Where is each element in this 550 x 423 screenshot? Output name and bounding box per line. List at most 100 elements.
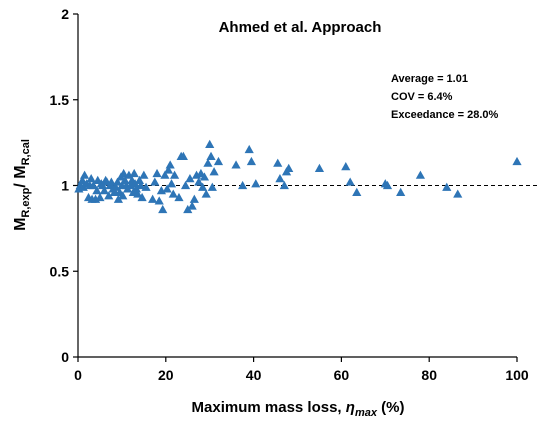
data-point (158, 204, 168, 214)
data-point (118, 191, 128, 200)
data-point (150, 177, 160, 186)
stat-cov: COV = 6.4% (391, 91, 453, 103)
data-point (119, 168, 129, 178)
data-point (152, 168, 162, 178)
data-point (209, 167, 219, 176)
data-point (178, 151, 188, 160)
data-point (284, 163, 294, 172)
data-point (396, 187, 406, 196)
y-axis-label-num-main: M (12, 218, 29, 231)
data-point (273, 158, 283, 167)
data-point (187, 201, 197, 210)
data-point (207, 182, 217, 191)
data-point (112, 177, 123, 186)
data-point (162, 184, 172, 193)
data-point (92, 186, 102, 195)
data-point (169, 170, 180, 179)
data-point (137, 192, 147, 202)
x-axis-label-symbol: η (346, 399, 355, 416)
data-point (442, 182, 452, 191)
data-point (213, 156, 224, 166)
x-tick-label: 0 (74, 367, 82, 383)
y-axis-label: MR,exp/ MR,cal (12, 139, 32, 231)
data-point (166, 179, 177, 188)
data-point (251, 179, 261, 188)
data-point (104, 191, 114, 200)
stat-average: Average = 1.01 (391, 73, 468, 85)
tick-labels: 00.511.520 20 40 60 80 100 (50, 6, 529, 383)
data-point (198, 182, 208, 191)
data-point (133, 189, 143, 198)
y-tick-label: 0.5 (50, 263, 70, 279)
data-point (246, 156, 257, 166)
data-point (86, 174, 96, 183)
data-point (244, 144, 254, 154)
data-point (512, 156, 522, 166)
data-point (203, 158, 213, 167)
data-point (165, 160, 175, 169)
data-point (95, 192, 105, 202)
data-point (79, 170, 90, 179)
data-point (345, 177, 355, 186)
data-point (231, 160, 241, 169)
data-point (106, 177, 116, 186)
data-point (205, 139, 215, 148)
y-tick-label: 1.5 (50, 92, 70, 108)
data-point (130, 179, 140, 188)
x-tick-label: 20 (158, 367, 174, 383)
data-point (163, 165, 174, 174)
data-point (77, 175, 87, 184)
data-point (136, 180, 146, 190)
data-point (314, 163, 325, 172)
y-tick-label: 2 (61, 6, 69, 22)
y-tick-label: 1 (61, 178, 69, 194)
y-axis-label-sep: / (12, 179, 29, 188)
data-points (74, 139, 522, 214)
x-axis-label-unit: (%) (377, 399, 405, 416)
x-tick-label: 80 (421, 367, 437, 383)
data-point (453, 189, 463, 198)
x-tick-label: 60 (334, 367, 350, 383)
data-point (382, 180, 393, 190)
y-axis-label-den-main: M (12, 165, 29, 178)
data-point (174, 192, 184, 202)
data-point (183, 204, 193, 214)
data-point (148, 194, 158, 203)
data-point (88, 180, 98, 190)
data-point (160, 170, 170, 179)
data-point (168, 189, 178, 198)
data-point (189, 194, 199, 203)
data-point (129, 168, 139, 178)
data-point (99, 186, 109, 195)
data-point (180, 180, 191, 190)
y-axis-label-num-sub: R,exp (20, 187, 32, 217)
data-point (238, 180, 248, 190)
x-axis-label-main: Maximum mass loss, (192, 399, 346, 416)
data-point (279, 180, 289, 190)
x-axis-label: Maximum mass loss, ηmax (%) (192, 399, 405, 419)
data-point (352, 187, 362, 196)
data-point (206, 151, 216, 160)
data-point (141, 182, 151, 191)
data-point (113, 194, 123, 203)
data-point (199, 172, 210, 181)
data-point (275, 174, 285, 183)
data-point (194, 177, 204, 186)
x-tick-label: 100 (505, 367, 529, 383)
data-point (154, 196, 164, 205)
chart-title: Ahmed et al. Approach (219, 19, 382, 36)
x-axis-label-sub: max (355, 407, 378, 419)
data-point (134, 175, 145, 184)
x-tick-label: 40 (246, 367, 262, 383)
data-point (131, 184, 141, 193)
y-axis-label-den-sub: R,cal (20, 139, 32, 165)
stat-exceedance: Exceedance = 28.0% (391, 109, 499, 121)
data-point (201, 189, 211, 198)
data-point (415, 170, 426, 179)
y-tick-label: 0 (61, 349, 69, 365)
data-point (185, 174, 195, 183)
data-point (341, 162, 351, 171)
data-point (120, 175, 130, 184)
data-point (139, 170, 149, 179)
